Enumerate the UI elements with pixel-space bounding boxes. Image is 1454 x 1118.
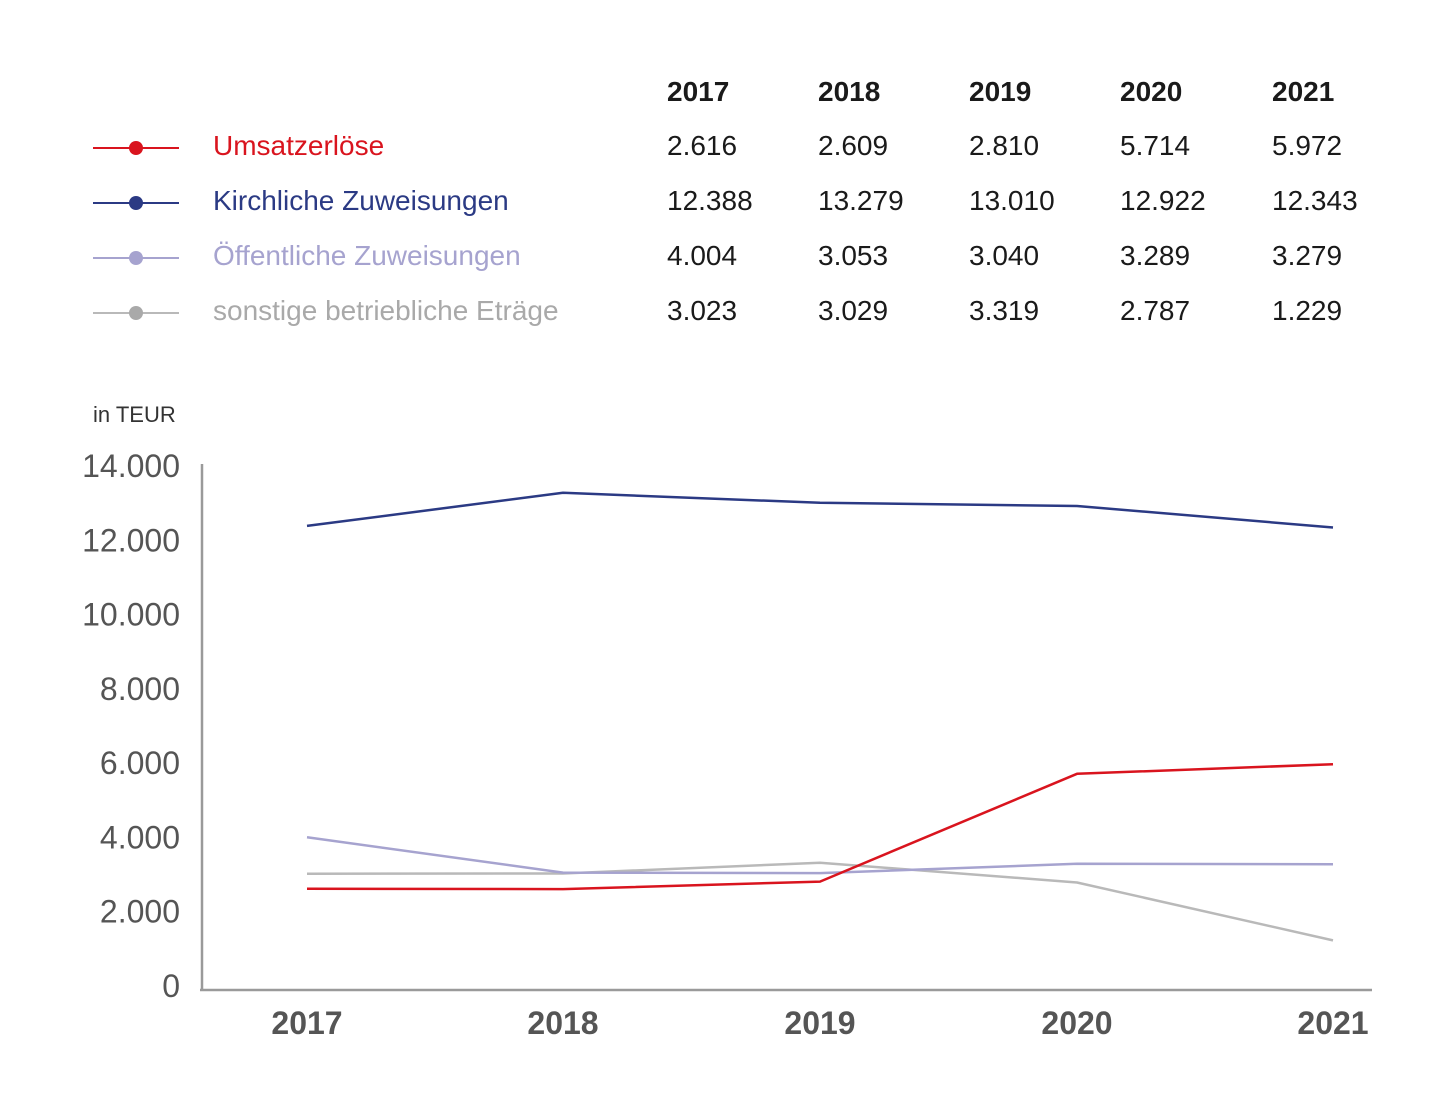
y-tick-label: 2.000 bbox=[100, 894, 180, 930]
legend-swatch-kirchliche bbox=[93, 193, 179, 213]
x-axis: 2017 2018 2019 2020 2021 bbox=[200, 988, 1372, 1041]
legend-label-oeffentliche: Öffentliche Zuweisungen bbox=[213, 240, 521, 271]
table-cell: 5.714 bbox=[1120, 130, 1191, 161]
table-cell: 3.023 bbox=[667, 295, 738, 326]
y-tick-label: 10.000 bbox=[82, 597, 180, 633]
table-cell: 4.004 bbox=[667, 240, 738, 271]
x-tick-label: 2017 bbox=[271, 1005, 342, 1041]
series-umsatzerloese-line bbox=[306, 762, 1334, 891]
series-sonstige-line bbox=[306, 861, 1334, 942]
y-axis: 0 2.000 4.000 6.000 8.000 10.000 12.000 14.000 bbox=[82, 448, 204, 1004]
y-tick-label: 4.000 bbox=[100, 819, 180, 855]
legend-table: 2017 2018 2019 2020 2021 Umsatzerlöse 2.… bbox=[0, 0, 1454, 360]
table-year-header: 2019 bbox=[969, 76, 1032, 107]
table-cell: 12.388 bbox=[667, 185, 753, 216]
series-oeffentliche-line bbox=[306, 836, 1334, 875]
x-tick-label: 2018 bbox=[527, 1005, 598, 1041]
table-year-header: 2021 bbox=[1272, 76, 1335, 107]
table-cell: 2.609 bbox=[818, 130, 889, 161]
y-tick-label: 6.000 bbox=[100, 745, 180, 781]
line-chart: 02.0004.0006.0008.00010.00012.00014.000 … bbox=[82, 448, 1372, 1041]
table-year-header: 2020 bbox=[1120, 76, 1183, 107]
table-year-header: 2018 bbox=[818, 76, 881, 107]
table-cell: 3.279 bbox=[1272, 240, 1343, 271]
table-cell: 1.229 bbox=[1272, 295, 1343, 326]
table-cell: 5.972 bbox=[1272, 130, 1343, 161]
y-tick-label: 8.000 bbox=[100, 671, 180, 707]
table-cell: 13.010 bbox=[969, 185, 1055, 216]
table-cell: 3.319 bbox=[969, 295, 1040, 326]
legend-label-sonstige: sonstige betriebliche Eträge bbox=[213, 295, 559, 326]
y-tick-label: 12.000 bbox=[82, 522, 180, 558]
y-tick-label: 14.000 bbox=[82, 448, 180, 484]
table-cell: 12.922 bbox=[1120, 185, 1206, 216]
y-tick-label: 0 bbox=[162, 968, 180, 1004]
legend-swatch-sonstige bbox=[93, 303, 179, 323]
table-cell: 3.040 bbox=[969, 240, 1040, 271]
table-cell: 2.616 bbox=[667, 130, 738, 161]
legend-swatch-umsatzerloese bbox=[93, 138, 179, 158]
table-cell: 12.343 bbox=[1272, 185, 1358, 216]
series-layer bbox=[306, 491, 1334, 942]
legend-label-umsatzerloese: Umsatzerlöse bbox=[213, 130, 385, 161]
x-tick-label: 2020 bbox=[1041, 1005, 1112, 1041]
table-cell: 2.787 bbox=[1120, 295, 1191, 326]
legend-label-kirchliche: Kirchliche Zuweisungen bbox=[213, 185, 509, 216]
table-cell: 3.053 bbox=[818, 240, 889, 271]
x-tick-label: 2019 bbox=[784, 1005, 855, 1041]
x-tick-label: 2021 bbox=[1297, 1005, 1368, 1041]
series-kirchliche-line bbox=[306, 491, 1334, 529]
table-cell: 3.029 bbox=[818, 295, 889, 326]
table-cell: 2.810 bbox=[969, 130, 1040, 161]
table-year-header: 2017 bbox=[667, 76, 730, 107]
table-cell: 13.279 bbox=[818, 185, 904, 216]
unit-label: in TEUR bbox=[93, 402, 176, 427]
table-cell: 3.289 bbox=[1120, 240, 1191, 271]
legend-swatch-oeffentliche bbox=[93, 248, 179, 268]
